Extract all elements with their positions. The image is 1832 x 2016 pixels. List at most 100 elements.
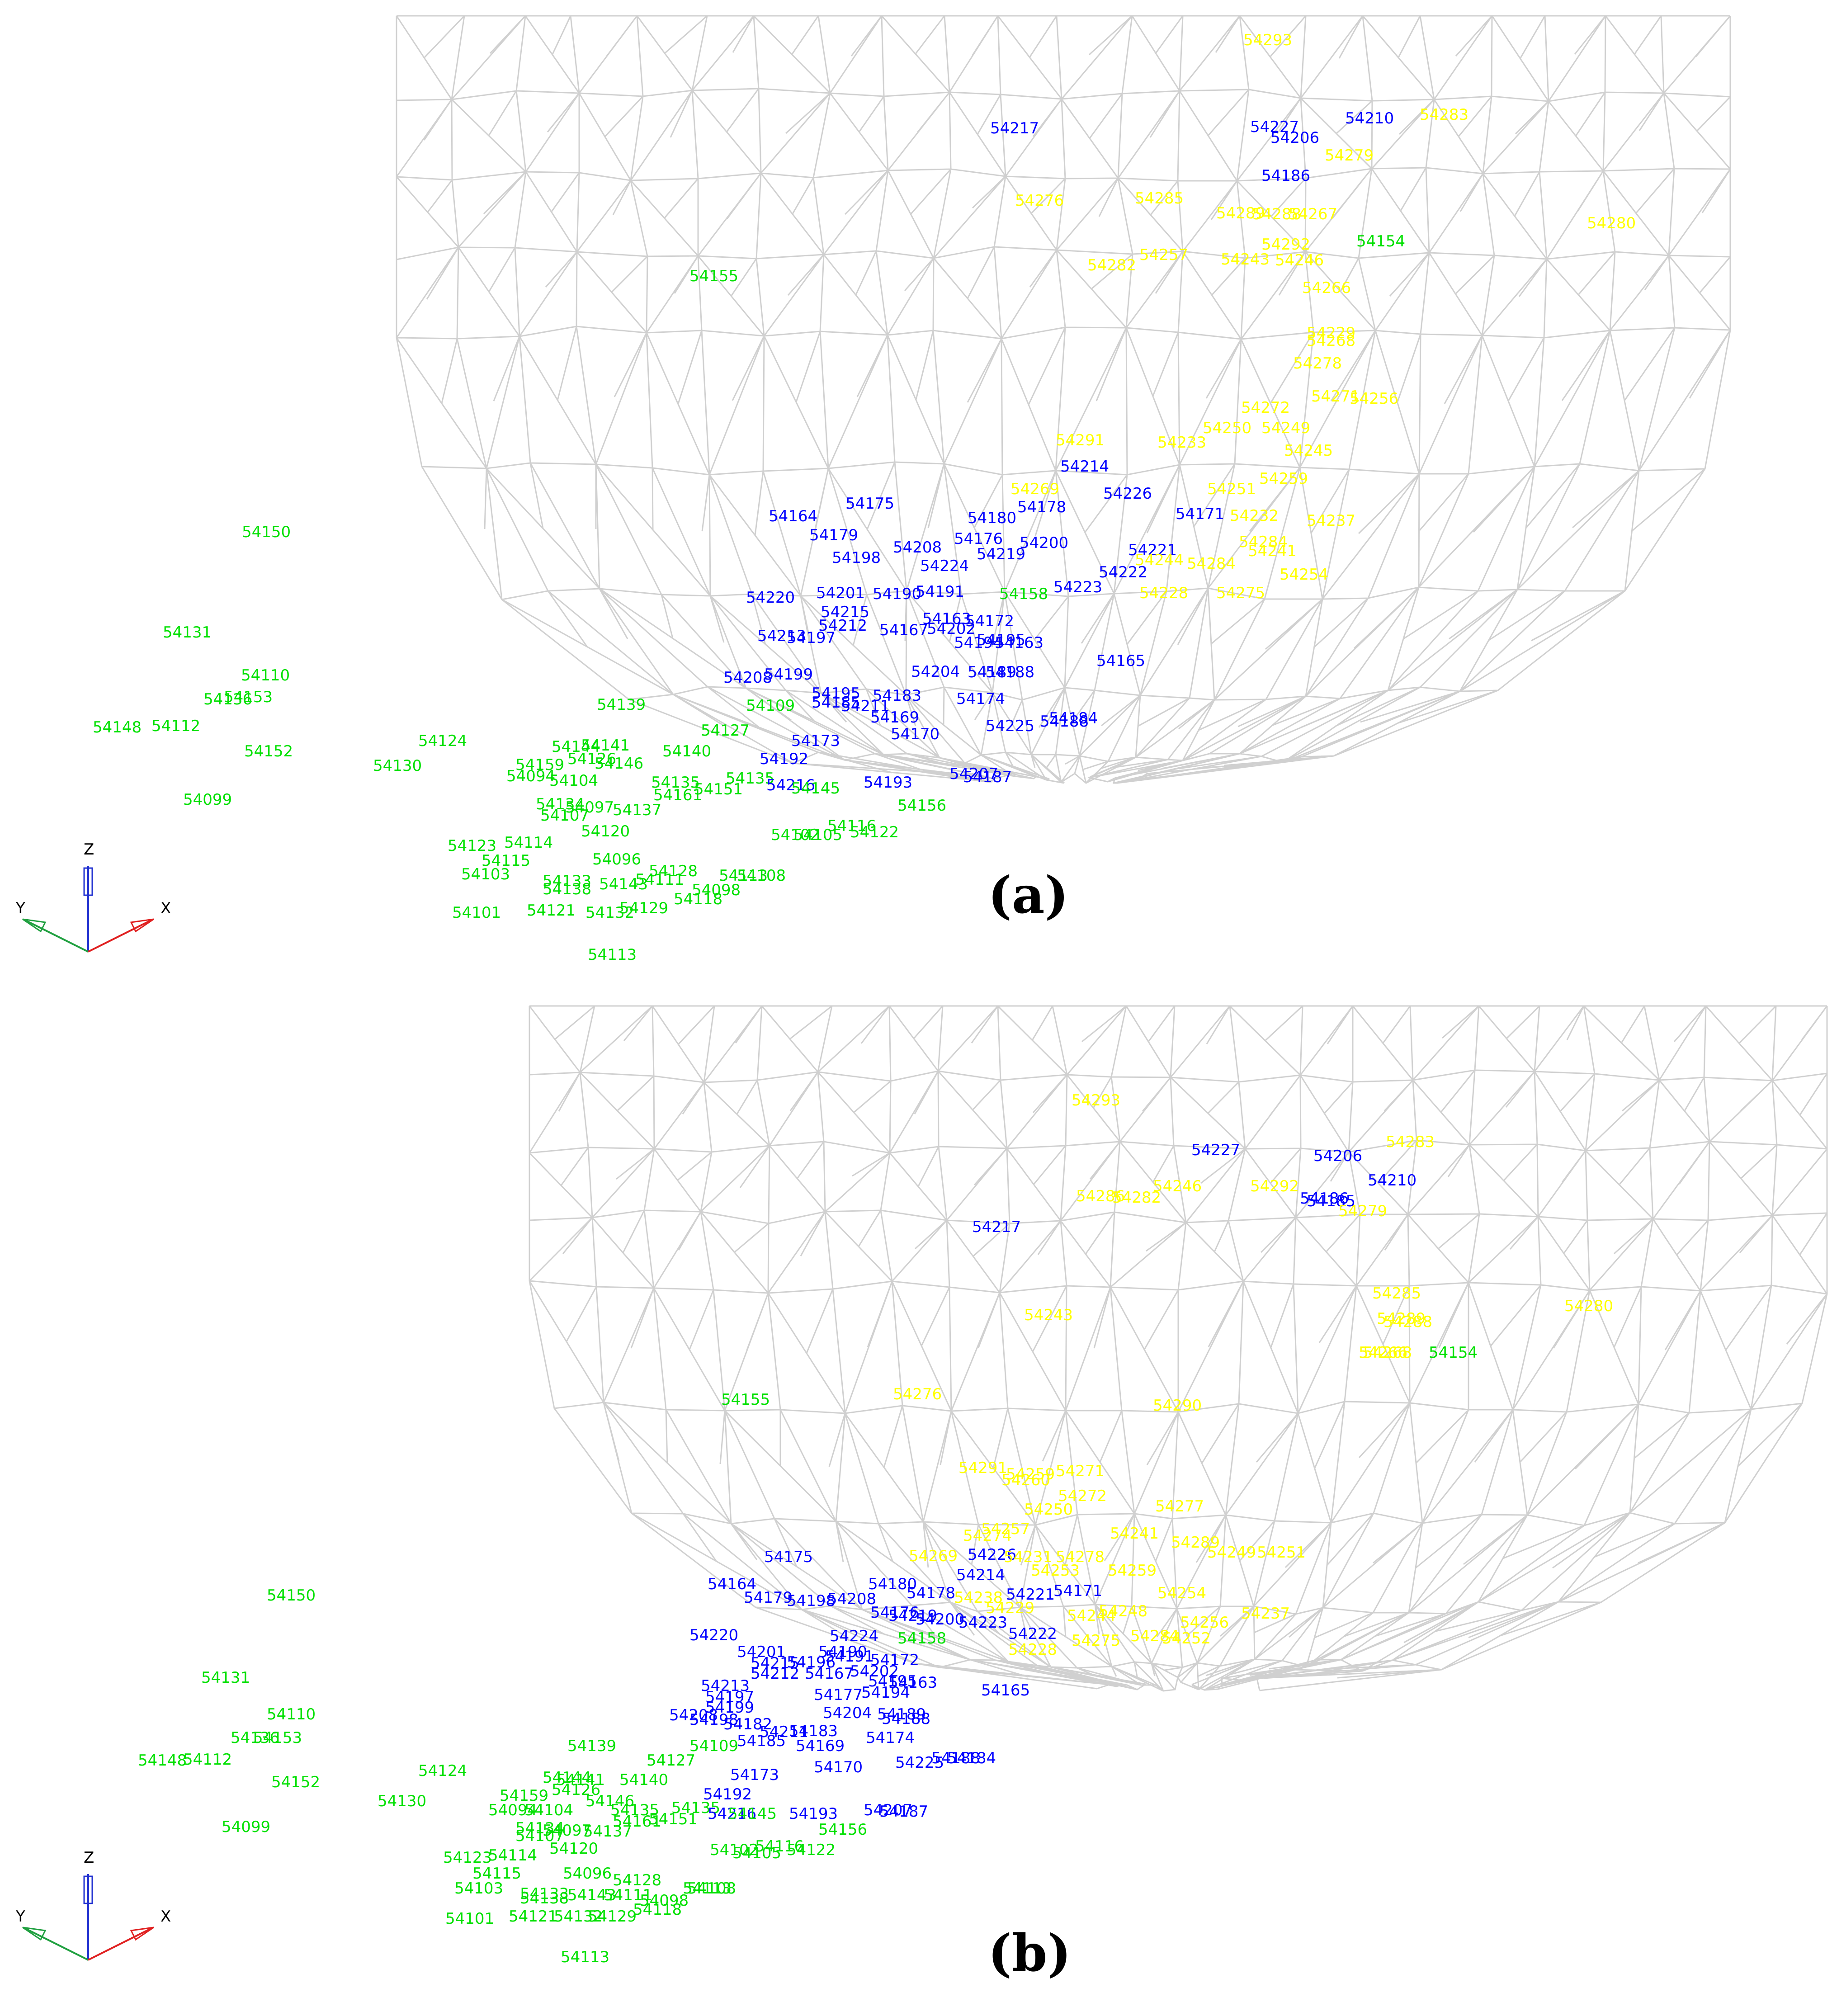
node-labels: 54293 54227 54206 54283 54210 542865428254246…: [138, 1091, 1613, 1966]
node-label-54254: 54254: [1280, 566, 1328, 584]
node-label-54182: 54182: [723, 1715, 772, 1733]
node-label-54098: 54098: [692, 881, 741, 899]
node-label-54213: 54213: [701, 1677, 750, 1695]
node-label-54276: 54276: [893, 1385, 942, 1403]
node-label-54189: 54189: [877, 1705, 926, 1723]
node-label-54151: 54151: [649, 1810, 698, 1828]
node-label-54150: 54150: [267, 1586, 316, 1605]
node-label-54129: 54129: [588, 1907, 637, 1926]
node-label-54159: 54159: [515, 756, 564, 774]
node-label-54216: 54216: [766, 776, 815, 794]
node-label-54108: 54108: [737, 867, 786, 885]
node-label-54244: 54244: [1067, 1607, 1116, 1625]
node-label-54116: 54116: [755, 1837, 804, 1855]
panel-caption: (a): [988, 866, 1069, 925]
node-label-54192: 54192: [703, 1785, 752, 1804]
node-label-54096: 54096: [563, 1865, 612, 1883]
node-label-54202: 54202: [850, 1662, 899, 1681]
node-label-54175: 54175: [845, 495, 894, 513]
node-label-54123: 54123: [448, 837, 496, 855]
node-label-54094: 54094: [506, 767, 555, 785]
node-label-54200: 54200: [1020, 534, 1068, 552]
node-label-54291: 54291: [1056, 431, 1105, 449]
node-label-54165: 54165: [1096, 652, 1145, 670]
node-label-54128: 54128: [649, 862, 698, 880]
node-label-54237: 54237: [1307, 512, 1355, 530]
node-label-54217: 54217: [972, 1218, 1021, 1236]
node-label-54196: 54196: [787, 1653, 836, 1671]
node-label-54169: 54169: [870, 708, 919, 727]
node-label-54288: 54288: [1252, 205, 1301, 223]
node-label-54227: 54227: [1250, 118, 1299, 136]
node-label-54153: 54153: [253, 1729, 302, 1747]
node-label-54126: 54126: [552, 1781, 600, 1799]
node-label-54188b: 54188: [1040, 713, 1089, 731]
node-label-54284: 54284: [1130, 1627, 1179, 1645]
node-label-54145: 54145: [791, 779, 840, 798]
node-label-54114: 54114: [504, 834, 553, 852]
node-label-54110: 54110: [241, 666, 290, 685]
node-label-54256: 54256: [1350, 390, 1398, 408]
node-label-54172: 54172: [965, 612, 1014, 630]
node-label-54169: 54169: [796, 1737, 845, 1755]
node-label-54260: 54260: [1001, 1471, 1050, 1489]
node-label-54113: 54113: [588, 946, 637, 964]
node-label-54144: 54144: [543, 1769, 591, 1787]
node-label-54280: 54280: [1587, 214, 1636, 232]
node-label-54164: 54164: [769, 507, 817, 525]
y-axis-label: Y: [15, 1907, 25, 1926]
node-label-54101: 54101: [445, 1910, 494, 1928]
node-label-54154: 54154: [1356, 232, 1405, 250]
node-label-54210: 54210: [1368, 1171, 1416, 1190]
node-label-54104: 54104: [549, 772, 598, 790]
node-label-54225: 54225: [895, 1754, 944, 1772]
panel-caption: (b): [988, 1924, 1072, 1983]
node-label-54197: 54197: [705, 1688, 754, 1706]
node-label-54249: 54249: [1207, 1544, 1256, 1562]
node-label-54135: 54135: [671, 1799, 720, 1817]
node-label-54207: 54207: [949, 765, 998, 783]
node-label-54204: 54204: [911, 663, 960, 681]
node-label-54137: 54137: [613, 801, 661, 819]
node-label-54155: 54155: [689, 267, 738, 285]
node-label-54188c: 54188: [931, 1749, 980, 1767]
node-label-54241: 54241: [1110, 1525, 1159, 1543]
node-label-54178: 54178: [907, 1584, 955, 1602]
node-label-54188: 54188: [986, 663, 1034, 681]
node-label-54150: 54150: [242, 523, 291, 541]
node-label-54141: 54141: [581, 737, 630, 755]
node-label-54279: 54279: [1338, 1202, 1387, 1220]
axis-triad: Z Y X: [15, 1849, 171, 1961]
node-label-54292: 54292: [1261, 236, 1310, 254]
node-label-54134: 54134: [515, 1819, 564, 1837]
node-label-54154: 54154: [1429, 1344, 1478, 1362]
node-label-54197: 54197: [787, 629, 836, 647]
node-label-54137: 54137: [583, 1822, 632, 1841]
node-label-54158: 54158: [999, 585, 1048, 603]
node-label-54216: 54216: [708, 1805, 756, 1823]
node-label-54278: 54278: [1293, 354, 1342, 373]
node-label-54198: 54198: [787, 1592, 836, 1610]
node-label-54237: 54237: [1241, 1605, 1290, 1623]
node-label-54254: 54254: [1157, 1584, 1206, 1602]
node-label-54171: 54171: [1053, 1582, 1102, 1600]
node-label-54176: 54176: [954, 530, 1003, 548]
node-label-54148: 54148: [93, 718, 142, 737]
node-label-54226: 54226: [1103, 485, 1152, 503]
node-label-54223: 54223: [1053, 578, 1102, 596]
node-label-54113b: 54113: [683, 1879, 732, 1898]
node-label-54170: 54170: [891, 725, 940, 743]
node-label-54267: 54267: [1289, 205, 1337, 223]
node-label-54208: 54208: [827, 1590, 876, 1608]
node-label-54229: 54229: [986, 1599, 1034, 1617]
node-label-54184: 54184: [1049, 709, 1098, 727]
node-label-54130: 54130: [373, 757, 422, 775]
node-label-54113b: 54113: [719, 867, 768, 885]
node-label-54133: 54133: [543, 872, 591, 890]
z-axis-label: Z: [84, 840, 94, 859]
node-label-54221: 54221: [1006, 1586, 1055, 1604]
node-label-54156: 54156: [897, 797, 946, 815]
node-label-54251: 54251: [1207, 480, 1256, 498]
node-label-54259b: 54259: [1108, 1562, 1157, 1580]
